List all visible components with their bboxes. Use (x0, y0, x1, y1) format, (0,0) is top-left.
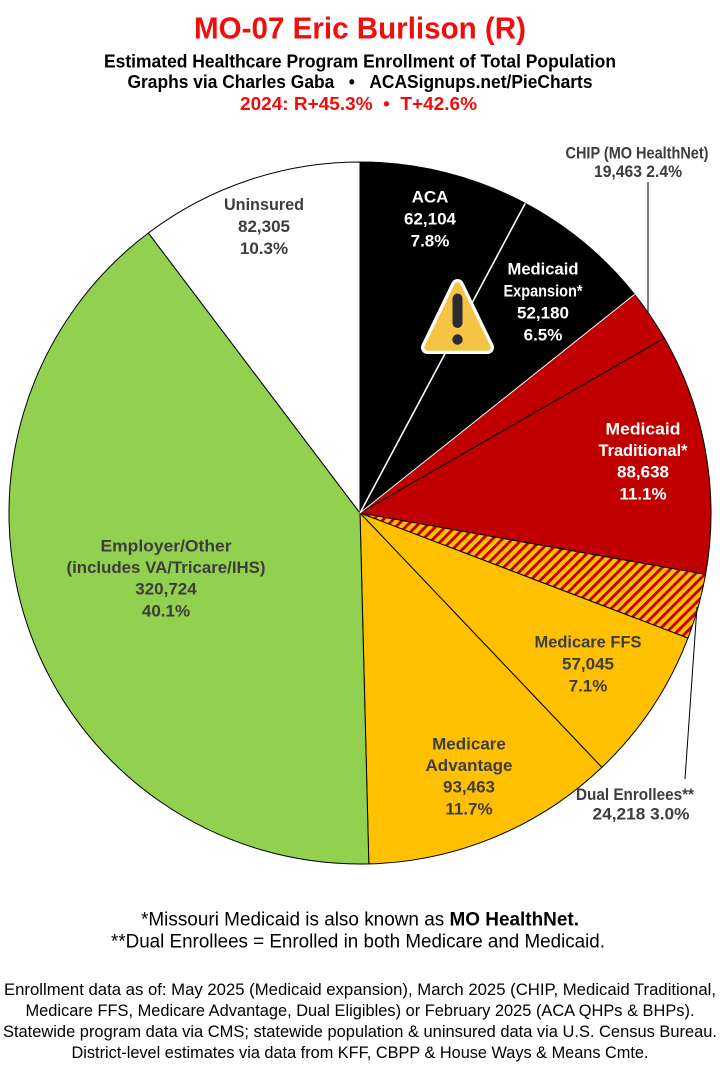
svg-text:Expansion*: Expansion* (504, 281, 583, 300)
svg-text:Dual Enrollees**: Dual Enrollees** (576, 785, 694, 804)
svg-text:320,724: 320,724 (135, 579, 197, 598)
svg-text:Enrollment data as of: May 202: Enrollment data as of: May 2025 (Medicai… (4, 981, 716, 999)
svg-text:24,218 3.0%: 24,218 3.0% (593, 804, 690, 823)
svg-text:MO-07 Eric Burlison (R): MO-07 Eric Burlison (R) (194, 10, 526, 45)
svg-text:Advantage: Advantage (426, 756, 513, 775)
svg-text:Employer/Other: Employer/Other (101, 536, 232, 555)
svg-text:11.1%: 11.1% (619, 484, 666, 503)
svg-text:11.7%: 11.7% (445, 799, 492, 818)
svg-text:Statewide program data via CMS: Statewide program data via CMS; statewid… (3, 1023, 717, 1041)
svg-text:2024: R+45.3% • T+42.6%: 2024: R+45.3% • T+42.6% (240, 93, 477, 114)
svg-text:Traditional*: Traditional* (599, 441, 688, 460)
svg-text:**Dual Enrollees = Enrolled in: **Dual Enrollees = Enrolled in both Medi… (111, 932, 605, 953)
svg-text:ACA: ACA (412, 187, 449, 206)
svg-text:40.1%: 40.1% (142, 601, 190, 620)
svg-text:CHIP (MO HealthNet): CHIP (MO HealthNet) (566, 143, 709, 162)
svg-text:Estimated Healthcare Program E: Estimated Healthcare Program Enrollment … (104, 50, 616, 71)
svg-text:(includes VA/Tricare/IHS): (includes VA/Tricare/IHS) (67, 558, 266, 577)
svg-text:*Missouri Medicaid is also kno: *Missouri Medicaid is also known as MO H… (141, 910, 579, 931)
svg-text:62,104: 62,104 (404, 209, 457, 228)
svg-text:57,045: 57,045 (562, 654, 614, 673)
svg-text:Medicaid: Medicaid (606, 419, 681, 438)
svg-text:District-level estimates via d: District-level estimates via data from K… (72, 1044, 649, 1062)
svg-text:Medicare FFS, Medicare Advanta: Medicare FFS, Medicare Advantage, Dual E… (26, 1002, 695, 1020)
svg-text:Medicare: Medicare (432, 734, 506, 753)
svg-text:Medicaid: Medicaid (508, 259, 579, 278)
svg-text:6.5%: 6.5% (524, 325, 563, 344)
svg-text:82,305: 82,305 (238, 217, 290, 236)
svg-text:Graphs via Charles Gaba •: Graphs via Charles Gaba • ACASignups.net… (128, 71, 593, 92)
svg-text:Medicare FFS: Medicare FFS (535, 632, 642, 651)
svg-text:93,463: 93,463 (443, 777, 495, 796)
svg-text:19,463 2.4%: 19,463 2.4% (594, 162, 682, 181)
svg-text:7.1%: 7.1% (569, 676, 608, 695)
svg-text:52,180: 52,180 (517, 303, 569, 322)
svg-text:Uninsured: Uninsured (224, 195, 304, 214)
svg-text:88,638: 88,638 (617, 462, 669, 481)
svg-text:7.8%: 7.8% (411, 231, 450, 250)
svg-text:10.3%: 10.3% (240, 239, 288, 258)
